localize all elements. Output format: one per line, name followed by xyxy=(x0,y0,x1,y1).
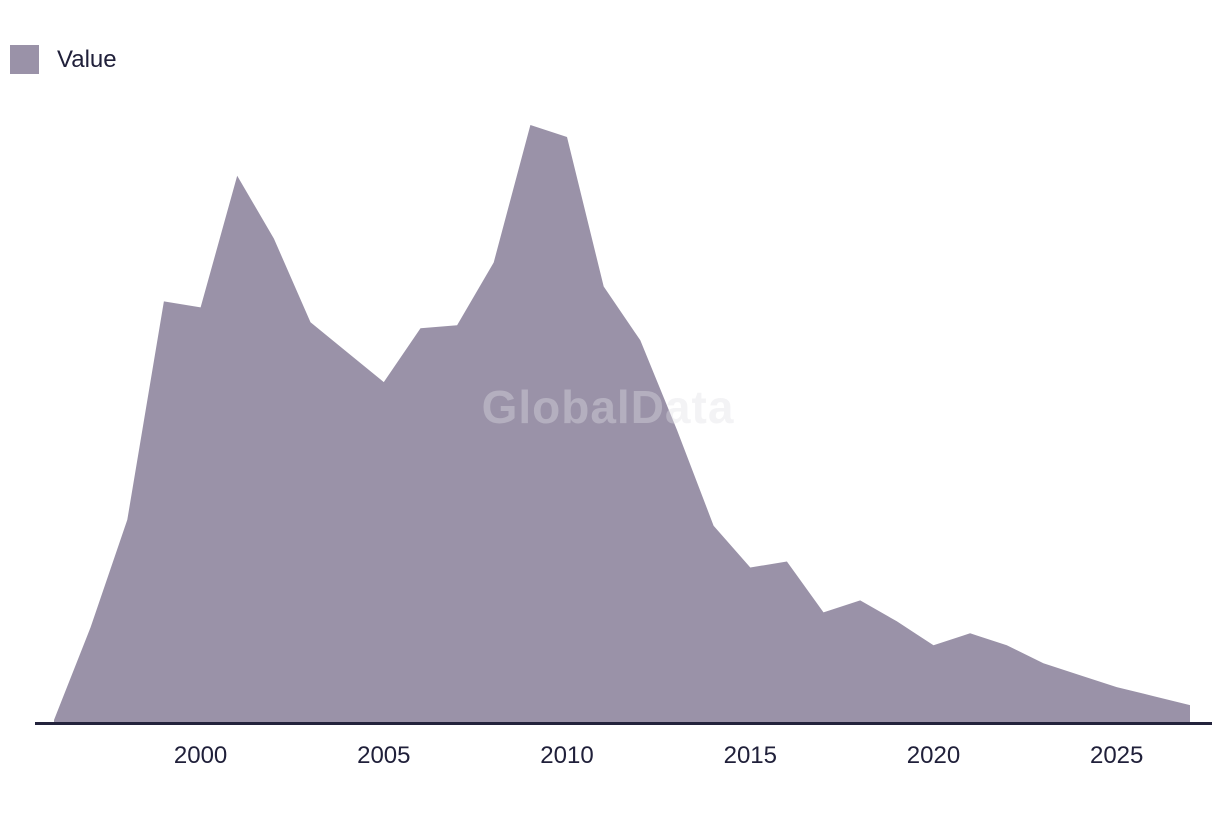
x-tick-label: 2020 xyxy=(906,742,961,769)
x-tick-label: 2000 xyxy=(173,742,228,769)
x-tick-label: 2010 xyxy=(540,742,594,769)
x-tick-label: 2025 xyxy=(1089,742,1144,769)
legend-label: Value xyxy=(57,46,117,73)
x-axis-line xyxy=(35,722,1212,725)
x-tick-label: 2015 xyxy=(723,742,777,769)
area-series-value xyxy=(54,125,1190,723)
legend-swatch xyxy=(10,45,39,74)
legend: Value xyxy=(10,45,117,74)
x-tick-label: 2005 xyxy=(357,742,411,769)
